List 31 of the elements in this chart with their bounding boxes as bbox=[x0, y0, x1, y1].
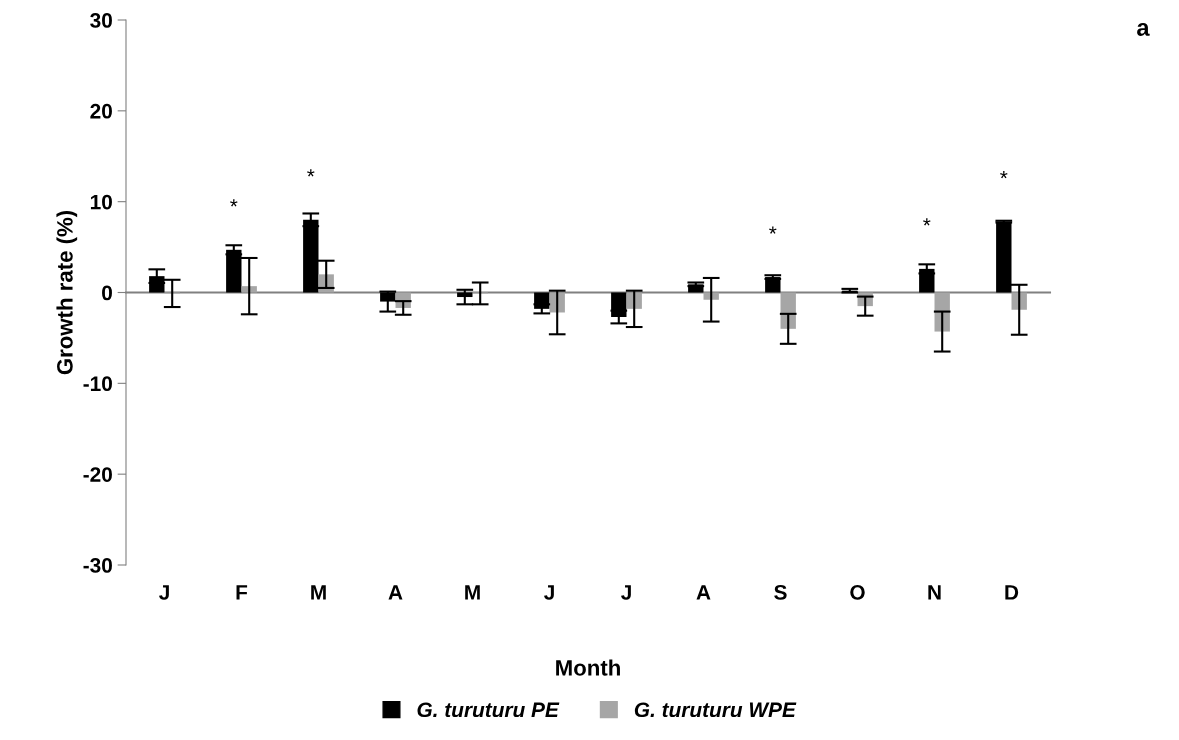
bar bbox=[765, 277, 781, 293]
x-tick-label: D bbox=[1005, 585, 1019, 600]
annotation: * bbox=[769, 226, 777, 234]
annotation: * bbox=[1000, 171, 1008, 179]
y-tick-label: 0 bbox=[102, 285, 112, 301]
annotation: * bbox=[923, 218, 931, 226]
y-tick-label: 30 bbox=[90, 13, 112, 28]
y-tick-label: -20 bbox=[83, 467, 112, 482]
x-tick-label: A bbox=[696, 585, 711, 600]
x-tick-label: A bbox=[388, 585, 403, 600]
y-tick-label: -10 bbox=[83, 376, 112, 392]
y-axis-title: Growth rate (%) bbox=[56, 210, 78, 375]
annotation: * bbox=[230, 199, 238, 207]
y-tick-label: 20 bbox=[90, 103, 112, 119]
legend-label: G. turuturu WPE bbox=[634, 702, 797, 718]
legend-label: G. turuturu PE bbox=[417, 702, 560, 718]
y-tick-label: 10 bbox=[90, 194, 112, 210]
x-tick-label: M bbox=[311, 585, 326, 600]
x-tick-label: J bbox=[544, 585, 554, 600]
x-tick-label: M bbox=[465, 585, 480, 600]
x-tick-label: S bbox=[774, 584, 787, 600]
x-axis-title: Month bbox=[556, 659, 620, 676]
x-tick-label: J bbox=[159, 585, 169, 600]
y-tick-label: -30 bbox=[83, 558, 112, 573]
text: a bbox=[1137, 23, 1150, 36]
x-tick-label: O bbox=[850, 584, 865, 600]
x-tick-label: J bbox=[621, 585, 631, 600]
x-tick-label: F bbox=[236, 585, 248, 600]
bar bbox=[919, 268, 935, 293]
annotation: * bbox=[307, 169, 315, 177]
x-tick-label: N bbox=[928, 585, 941, 600]
